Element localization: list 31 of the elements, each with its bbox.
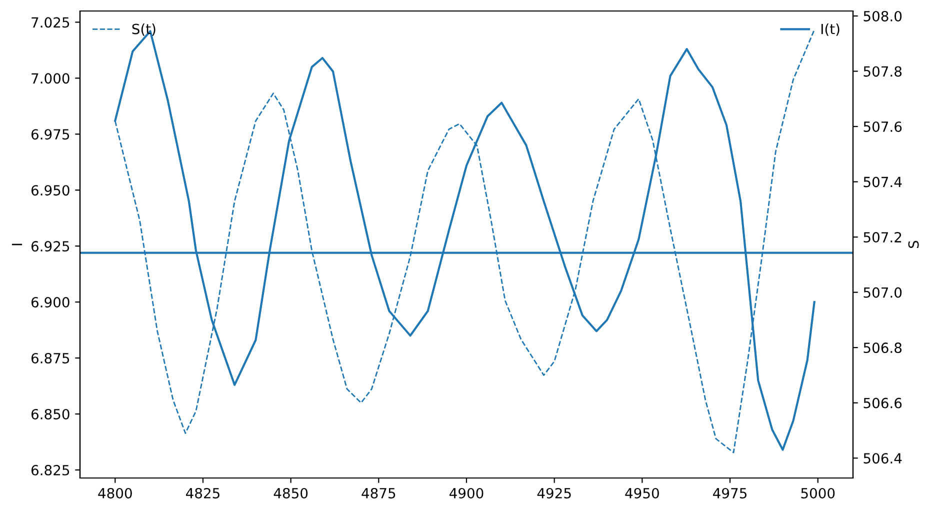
y-tick-label: 6.850	[31, 408, 70, 420]
y-tick-label: 7.000	[32, 73, 70, 84]
y2-tick-label: 506.8	[864, 342, 902, 354]
x-tick-label: 4850	[274, 488, 308, 498]
x-tick-label: 4825	[186, 488, 220, 498]
x-tick-label: 4900	[450, 488, 484, 498]
y-tick-label: 6.925	[31, 241, 70, 252]
y2-tick-label: 507.6	[864, 121, 902, 132]
x-tick-label: 4875	[362, 488, 396, 498]
y-tick-label: 6.950	[31, 185, 70, 196]
y2-tick-label: 506.6	[864, 398, 902, 408]
y-tick-label: 6.975	[31, 129, 70, 140]
y2-tick-label: 507.8	[864, 66, 902, 77]
y2-tick-label: 506.4	[864, 453, 902, 464]
y-tick-label: 7.025	[32, 17, 70, 28]
y-tick-label: 6.900	[31, 297, 70, 308]
y-tick-label: 6.825	[31, 464, 70, 476]
x-tick-label: 4950	[625, 488, 659, 498]
legend-label: S(t)	[132, 24, 156, 36]
x-tick-label: 4925	[537, 488, 571, 498]
y2-tick-label: 507.2	[864, 232, 902, 243]
x-tick-label: 5000	[801, 488, 835, 498]
x-tick-label: 4800	[98, 488, 132, 498]
y-axis-title: I	[12, 244, 22, 246]
y2-tick-label: 507.4	[864, 176, 902, 188]
y2-axis-title: S	[908, 240, 919, 248]
y2-tick-label: 508.0	[864, 10, 902, 22]
legend-label: I(t)	[821, 24, 840, 36]
x-tick-label: 4975	[713, 488, 746, 498]
y2-tick-label: 507.0	[864, 287, 902, 298]
y-tick-label: 6.875	[31, 352, 70, 364]
